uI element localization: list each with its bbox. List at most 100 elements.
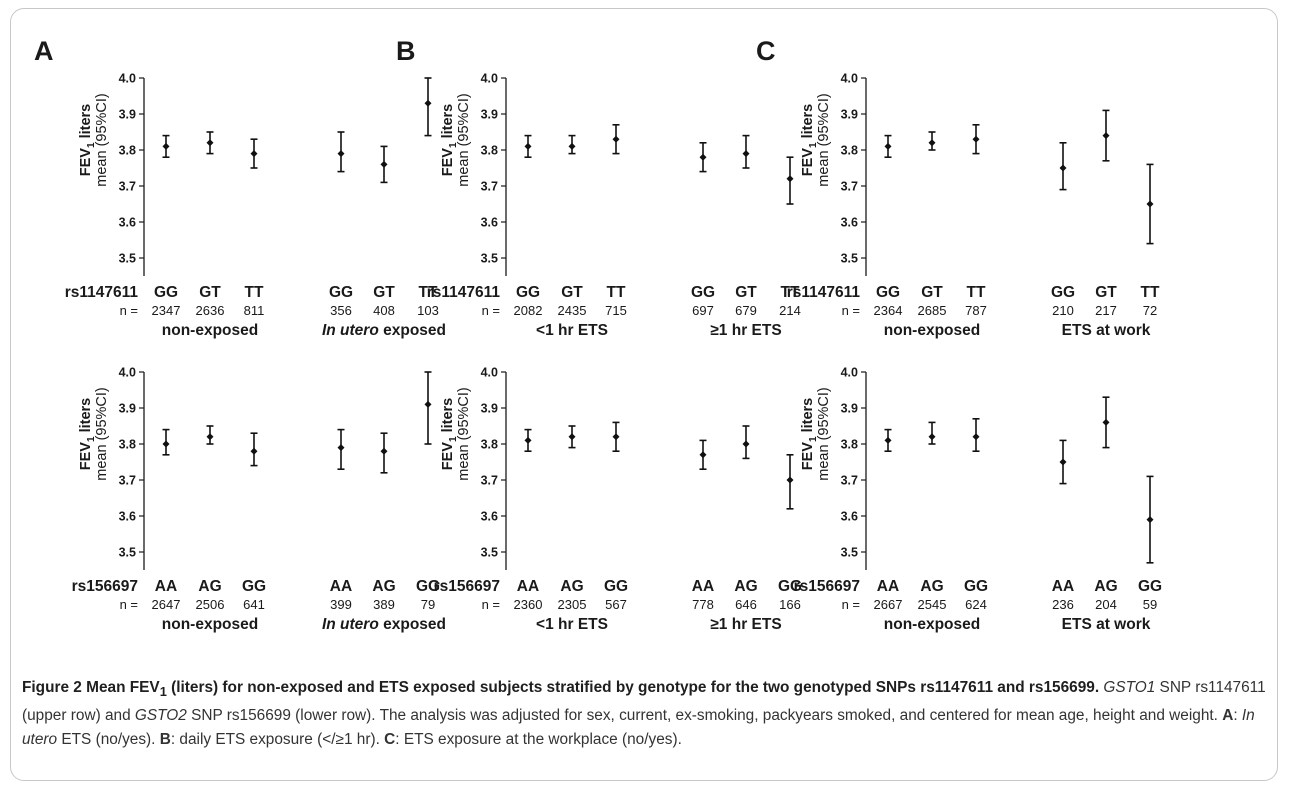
y-tick-label: 3.5 [841, 546, 858, 560]
caption-a-text: ETS (no/yes). [57, 731, 160, 749]
figure-frame [10, 8, 1278, 781]
mean-point [1102, 418, 1110, 426]
genotype-label: AA [330, 578, 352, 595]
caption-a-sep: : [1233, 707, 1242, 725]
y-axis-title-sub: 1 [448, 436, 459, 442]
genotype-label: GG [964, 578, 988, 595]
mean-point [786, 476, 794, 484]
n-value: 697 [692, 303, 714, 318]
y-axis-title-tail: liters [800, 398, 816, 437]
y-tick-label: 3.6 [481, 510, 498, 524]
figure-caption: Figure 2 Mean FEV1 (liters) for non-expo… [22, 676, 1267, 752]
group-label-text: non-exposed [884, 322, 980, 339]
mean-point [162, 142, 170, 150]
n-value: 2435 [558, 303, 587, 318]
n-value: 79 [421, 597, 435, 612]
y-axis-title: FEV1 liters [440, 398, 459, 470]
n-value: 2364 [874, 303, 903, 318]
y-axis-title-sub: 1 [808, 142, 819, 148]
caption-c-label: C [384, 731, 396, 749]
snp-label: rs1147611 [427, 284, 501, 301]
y-axis-title-sub: 1 [808, 436, 819, 442]
y-tick-label: 3.9 [481, 402, 498, 416]
genotype-label: AG [1094, 578, 1117, 595]
n-label: n = [482, 597, 500, 612]
genotype-label: GG [329, 284, 353, 301]
panel-6: 3.5 3.6 3.7 3.8 3.9 4.0 FEV1 liters mean (95%CI… [794, 366, 1162, 634]
n-value: 214 [779, 303, 801, 318]
y-tick-label: 3.8 [841, 144, 858, 158]
y-axis-title-2: mean (95%CI) [816, 387, 832, 480]
genotype-label: AG [734, 578, 757, 595]
n-value: 236 [1052, 597, 1074, 612]
mean-point [568, 142, 576, 150]
y-axis-title-main: FEV [800, 442, 816, 471]
mean-point [884, 142, 892, 150]
y-axis-title-2: mean (95%CI) [456, 387, 472, 480]
panel-4: 3.5 3.6 3.7 3.8 3.9 4.0 FEV1 liters mean (95%CI… [72, 366, 446, 634]
panel-label: B [396, 36, 416, 66]
y-axis-title-tail: liters [78, 104, 94, 143]
genotype-label: GG [416, 578, 440, 595]
y-axis-title: FEV1 liters [800, 104, 819, 176]
genotype-label: TT [245, 284, 264, 301]
y-tick-label: 3.7 [841, 180, 858, 194]
y-axis-title-sub: 1 [86, 142, 97, 148]
y-tick-label: 3.9 [481, 108, 498, 122]
y-tick-label: 3.8 [841, 438, 858, 452]
group-label-text: exposed [379, 322, 446, 339]
panel-label: C [756, 36, 776, 66]
y-axis-title-2: mean (95%CI) [94, 387, 110, 480]
y-axis-title-main: FEV [440, 148, 456, 177]
y-axis-title-main: FEV [800, 148, 816, 177]
n-value: 59 [1143, 597, 1157, 612]
n-value: 166 [779, 597, 801, 612]
genotype-label: AA [155, 578, 177, 595]
n-value: 811 [244, 303, 265, 318]
y-axis-title-tail: liters [440, 104, 456, 143]
genotype-label: TT [419, 284, 438, 301]
genotype-label: TT [781, 284, 800, 301]
mean-point [612, 135, 620, 143]
n-value: 2647 [152, 597, 181, 612]
genotype-label: GG [1138, 578, 1162, 595]
y-tick-label: 3.7 [481, 474, 498, 488]
y-axis-title: FEV1 liters [440, 104, 459, 176]
genotype-label: GG [604, 578, 628, 595]
y-tick-label: 4.0 [841, 72, 858, 86]
panel-3: C 3.5 3.6 3.7 3.8 3.9 4.0 FEV1 liters mean (95%C… [756, 36, 1160, 339]
mean-point [972, 135, 980, 143]
n-value: 2305 [558, 597, 587, 612]
y-axis-title-sub: 1 [86, 436, 97, 442]
mean-point [424, 99, 432, 107]
group-label-italic: In utero [322, 616, 379, 633]
y-tick-label: 3.7 [119, 180, 136, 194]
y-tick-label: 4.0 [119, 366, 136, 380]
n-value: 72 [1143, 303, 1157, 318]
y-tick-label: 4.0 [481, 72, 498, 86]
y-tick-label: 3.5 [841, 252, 858, 266]
n-label: n = [842, 597, 860, 612]
group-label: non-exposed [162, 322, 258, 339]
group-label: non-exposed [884, 322, 980, 339]
group-label-text: <1 hr ETS [536, 616, 608, 633]
y-tick-label: 3.6 [119, 510, 136, 524]
genotype-label: GT [735, 284, 757, 301]
caption-b-text: : daily ETS exposure (</≥1 hr). [170, 731, 385, 749]
mean-point [742, 440, 750, 448]
y-axis-title-tail: liters [800, 104, 816, 143]
genotype-label: AA [517, 578, 539, 595]
caption-a-label: A [1222, 707, 1234, 725]
mean-point [972, 433, 980, 441]
y-tick-label: 3.8 [481, 144, 498, 158]
y-axis-title-main: FEV [78, 148, 94, 177]
n-value: 787 [965, 303, 987, 318]
genotype-label: GT [199, 284, 221, 301]
panel-2: B 3.5 3.6 3.7 3.8 3.9 4.0 FEV1 liters mean (95%C… [396, 36, 801, 339]
mean-point [162, 440, 170, 448]
genotype-label: TT [1141, 284, 1160, 301]
genotype-label: AA [1052, 578, 1074, 595]
y-axis-title-2: mean (95%CI) [816, 93, 832, 186]
y-axis-title-2: mean (95%CI) [456, 93, 472, 186]
caption-gene1: GSTO1 [1103, 679, 1156, 696]
